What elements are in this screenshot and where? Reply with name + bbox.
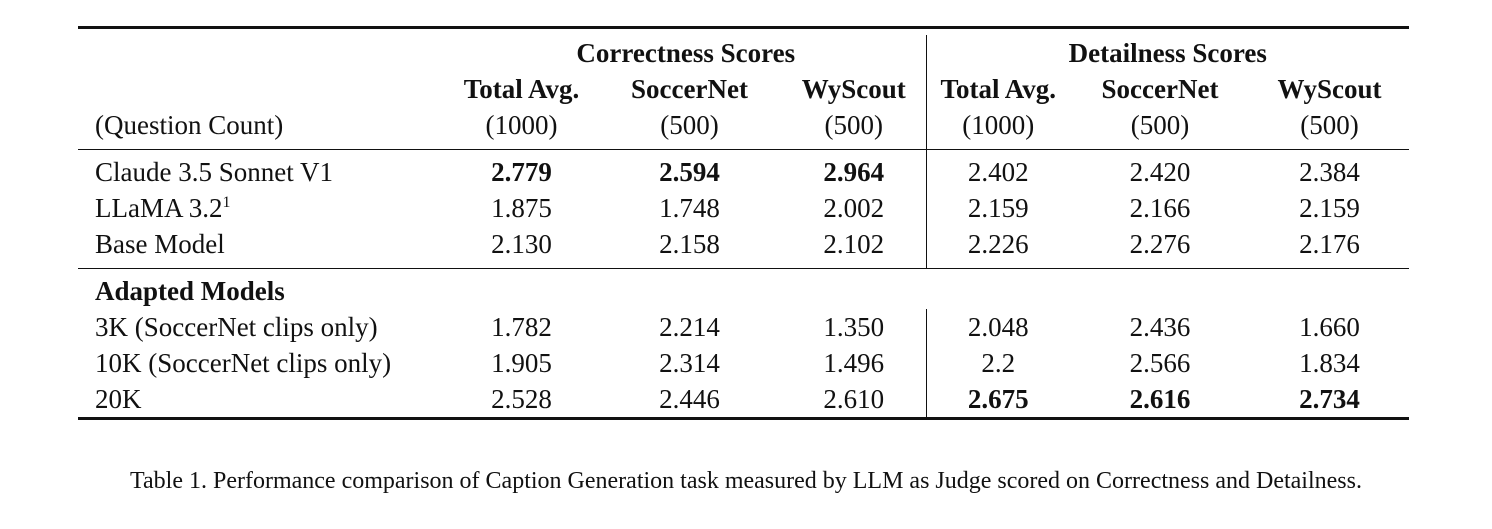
- value-cell: 2.402: [925, 149, 1070, 190]
- question-count-row: (Question Count) (1000) (500) (500) (100…: [78, 107, 1409, 143]
- row-label: 3K (SoccerNet clips only): [95, 312, 378, 342]
- top-rule: [78, 26, 1409, 35]
- value-cell: 1.905: [491, 348, 552, 378]
- value-cell: 2.214: [659, 312, 720, 342]
- col-header-detailness-soccernet: SoccerNet: [1101, 74, 1219, 104]
- value-cell: 2.734: [1250, 381, 1409, 420]
- value-cell: 1.496: [823, 348, 885, 378]
- row-label: Base Model: [95, 229, 225, 259]
- value-cell: 1.834: [1299, 348, 1360, 378]
- col-header-correctness-wyscout: WyScout: [801, 74, 906, 104]
- value-cell: 2.675: [925, 381, 1070, 420]
- results-table-container: Correctness Scores Detailness Scores Tot…: [78, 26, 1409, 420]
- table-row: Claude 3.5 Sonnet V1 2.779 2.594 2.964 2…: [78, 149, 1409, 190]
- value-cell: 1.748: [659, 193, 720, 223]
- value-cell: 2.779: [446, 149, 597, 190]
- value-cell: 2.566: [1129, 348, 1191, 378]
- value-cell: 2.176: [1299, 229, 1360, 259]
- group-header-correctness: Correctness Scores: [576, 38, 796, 68]
- section-header-row: Adapted Models: [78, 268, 1409, 309]
- value-cell: 1.782: [491, 312, 552, 342]
- table-row: 10K (SoccerNet clips only) 1.905 2.314 1…: [78, 345, 1409, 381]
- value-cell: 1.350: [823, 312, 885, 342]
- value-cell: 2.158: [659, 229, 720, 259]
- value-cell: 2.314: [659, 348, 720, 378]
- value-cell: 2.226: [925, 226, 1070, 262]
- value-cell: 2.436: [1129, 312, 1191, 342]
- row-label-header: (Question Count): [95, 110, 284, 140]
- value-cell: 2.610: [782, 381, 926, 420]
- footnote-marker: 1: [222, 194, 231, 211]
- count-cell: (1000): [925, 107, 1070, 143]
- row-label: 10K (SoccerNet clips only): [95, 348, 392, 378]
- group-header-detailness: Detailness Scores: [925, 35, 1409, 71]
- col-header-correctness-total: Total Avg.: [463, 74, 580, 104]
- table-row: LLaMA 3.21 1.875 1.748 2.002 2.159 2.166…: [78, 190, 1409, 226]
- value-cell: 2.616: [1070, 381, 1250, 420]
- value-cell: 2.964: [782, 149, 926, 190]
- count-cell: (500): [1130, 110, 1190, 140]
- value-cell: 2.159: [925, 190, 1070, 226]
- count-cell: (500): [824, 110, 883, 140]
- column-header-row: Total Avg. SoccerNet WyScout Total Avg. …: [78, 71, 1409, 107]
- count-cell: (500): [1300, 110, 1359, 140]
- value-cell: 2.446: [597, 381, 782, 420]
- value-cell: 2.276: [1129, 229, 1191, 259]
- value-cell: 2.166: [1129, 193, 1191, 223]
- row-label-cell: LLaMA 3.21: [78, 190, 446, 226]
- table-caption: Table 1. Performance comparison of Capti…: [130, 468, 1362, 494]
- table-row: 3K (SoccerNet clips only) 1.782 2.214 1.…: [78, 309, 1409, 345]
- table-row: Base Model 2.130 2.158 2.102 2.226 2.276…: [78, 226, 1409, 262]
- count-cell: (1000): [485, 110, 558, 140]
- col-header-detailness-wyscout: WyScout: [1277, 74, 1382, 104]
- value-cell: 2.2: [925, 345, 1070, 381]
- value-cell: 2.048: [925, 309, 1070, 345]
- value-cell: 2.002: [823, 193, 885, 223]
- value-cell: 1.660: [1299, 312, 1360, 342]
- row-label: 20K: [78, 381, 446, 420]
- section-title: Adapted Models: [78, 268, 446, 309]
- value-cell: 2.594: [597, 149, 782, 190]
- value-cell: 2.528: [446, 381, 597, 420]
- value-cell: 2.159: [1299, 193, 1360, 223]
- results-table: Correctness Scores Detailness Scores Tot…: [78, 26, 1409, 420]
- value-cell: 1.875: [491, 193, 552, 223]
- value-cell: 2.102: [823, 229, 885, 259]
- row-label: Claude 3.5 Sonnet V1: [78, 149, 446, 190]
- row-label: LLaMA 3.2: [95, 193, 223, 223]
- col-header-detailness-total: Total Avg.: [925, 71, 1070, 107]
- value-cell: 2.420: [1070, 149, 1250, 190]
- group-header-row: Correctness Scores Detailness Scores: [78, 35, 1409, 71]
- value-cell: 2.384: [1250, 149, 1409, 190]
- table-row: 20K 2.528 2.446 2.610 2.675 2.616 2.734: [78, 381, 1409, 420]
- col-header-correctness-soccernet: SoccerNet: [631, 74, 748, 104]
- count-cell: (500): [660, 110, 719, 140]
- value-cell: 2.130: [491, 229, 552, 259]
